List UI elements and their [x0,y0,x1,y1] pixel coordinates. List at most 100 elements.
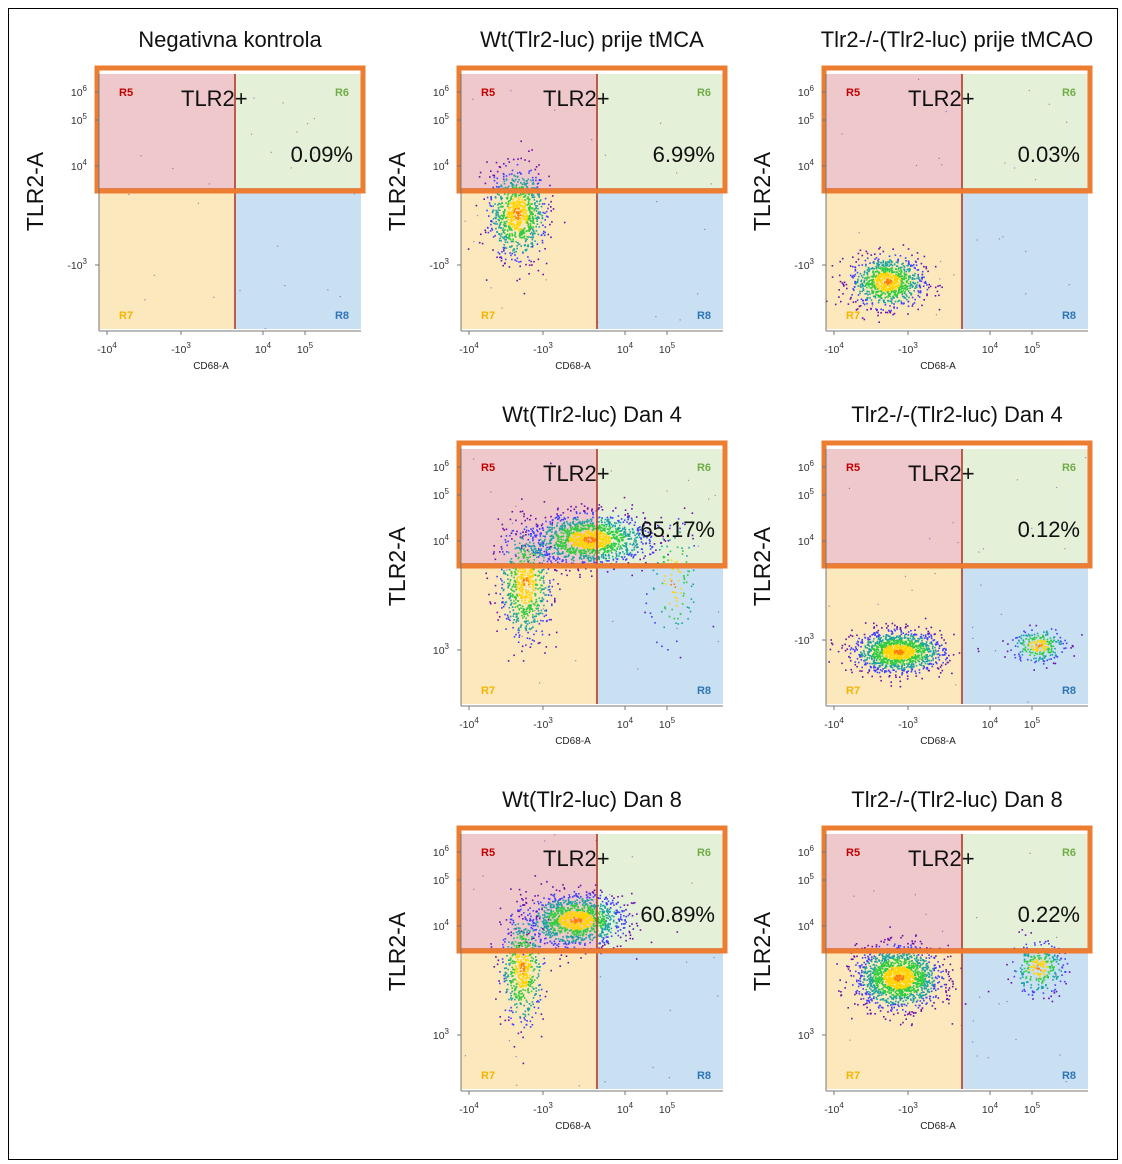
event-dot [527,538,530,541]
event-dot [534,594,537,597]
event-dot [627,562,630,564]
event-dot [647,531,649,534]
event-dot [614,542,616,545]
event-dot [897,274,899,277]
event-dot [500,535,503,538]
event-dot [907,670,909,672]
event-dot [885,643,887,645]
event-dot [525,215,527,218]
event-dot [868,669,871,671]
event-dot [891,264,894,267]
event-dot [607,553,610,556]
event-dot [499,217,501,220]
event-dot [523,202,526,205]
event-dot [862,649,865,652]
event-dot [497,251,500,254]
event-dot [517,197,520,199]
event-dot [942,654,945,656]
event-dot [844,643,846,646]
event-dot [859,283,862,286]
event-dot [938,308,941,311]
event-dot [887,290,890,293]
event-dot [672,591,675,593]
event-dot [538,554,541,556]
event-dot [538,539,540,541]
event-dot [537,212,539,215]
event-dot [521,597,524,600]
event-dot [529,576,531,579]
event-dot [542,542,544,544]
event-dot [1028,89,1030,92]
event-dot [548,633,551,636]
event-dot [588,545,590,547]
event-dot [541,630,543,633]
event-dot [524,544,526,547]
event-dot [899,279,902,282]
event-dot [521,209,524,211]
event-dot [937,285,939,287]
event-dot [515,212,518,214]
event-dot [525,627,527,630]
event-dot [877,277,880,280]
event-dot [527,597,530,599]
event-dot [623,496,626,499]
event-dot [664,575,666,577]
event-dot [499,223,502,225]
event-dot [620,529,623,532]
event-dot [577,528,580,531]
event-dot [528,583,530,586]
event-dot [519,586,522,589]
event-dot [533,559,536,561]
event-dot [565,569,567,572]
event-dot [536,584,538,586]
event-dot [585,520,588,523]
event-dot [593,525,596,527]
event-dot [864,659,866,661]
event-dot [556,558,559,560]
event-dot [497,207,500,209]
event-dot [893,307,895,309]
event-dot [638,536,641,539]
event-dot [538,196,541,198]
event-dot [552,208,555,210]
event-dot [892,297,894,299]
event-dot [507,203,509,206]
event-dot [534,615,536,618]
event-dot [910,635,912,637]
event-dot [532,542,535,545]
event-dot [510,572,512,575]
event-dot [882,274,885,276]
event-dot [615,555,618,557]
event-dot [493,176,496,179]
event-dot [514,231,516,234]
event-dot [905,293,907,296]
event-dot [680,587,682,590]
event-dot [524,183,527,185]
event-dot [848,655,850,658]
event-dot [540,179,542,181]
event-dot [510,574,513,577]
event-dot [583,510,585,512]
event-dot [924,280,927,283]
event-dot [942,661,944,664]
event-dot [838,289,840,291]
event-dot [923,666,926,669]
event-dot [522,568,524,571]
event-dot [512,590,514,592]
event-dot [526,204,529,206]
event-dot [570,527,572,530]
event-dot [631,504,634,506]
event-dot [559,588,561,591]
event-dot [593,545,595,548]
event-dot [900,270,903,272]
event-dot [855,647,858,650]
event-dot [514,543,516,546]
event-dot [550,539,553,541]
event-dot [578,543,581,545]
event-dot [879,253,881,255]
event-dot [884,270,887,272]
event-dot [881,655,884,657]
event-dot [540,221,543,224]
event-dot [568,523,571,526]
event-dot [688,607,690,609]
